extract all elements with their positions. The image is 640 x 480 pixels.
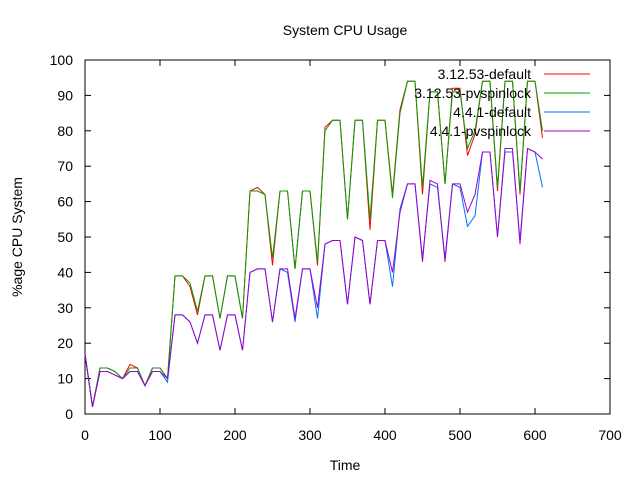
y-tick-label: 80 [57,123,73,139]
x-tick-label: 700 [598,427,622,443]
chart-title: System CPU Usage [283,22,408,38]
x-tick-label: 0 [81,427,89,443]
plot-frame [84,59,611,415]
y-tick-label: 40 [57,264,73,280]
y-tick-label: 100 [50,52,74,68]
y-tick-label: 50 [57,229,73,245]
y-axis-label: %age CPU System [9,177,25,297]
series-line-4 [84,147,543,408]
x-tick-label: 100 [148,427,172,443]
x-tick-label: 400 [373,427,397,443]
plot-lines [84,80,543,408]
y-tick-label: 20 [57,335,73,351]
legend-label: 4.4.1-default [453,104,531,120]
x-tick-label: 300 [298,427,322,443]
y-tick-label: 0 [65,406,73,422]
x-axis-label: Time [330,457,361,473]
y-tick-label: 60 [57,194,73,210]
legend: 3.12.53-default 3.12.53-pvspinlock 4.4.1-d… [414,66,590,139]
y-tick-label: 10 [57,371,73,387]
y-tick-label: 70 [57,158,73,174]
x-tick-label: 200 [223,427,247,443]
x-tick-label: 600 [523,427,547,443]
legend-label: 3.12.53-default [438,66,532,82]
y-tick-label: 30 [57,300,73,316]
y-tick-label: 90 [57,87,73,103]
legend-label: 4.4.1-pvspinlock [430,123,532,139]
x-tick-label: 500 [448,427,472,443]
legend-label: 3.12.53-pvspinlock [414,85,532,101]
series-line-2 [84,80,543,407]
axis-ticks: 0 10 20 30 40 50 60 70 80 90 100 0 100 200 300 400 500 60… [50,52,622,443]
